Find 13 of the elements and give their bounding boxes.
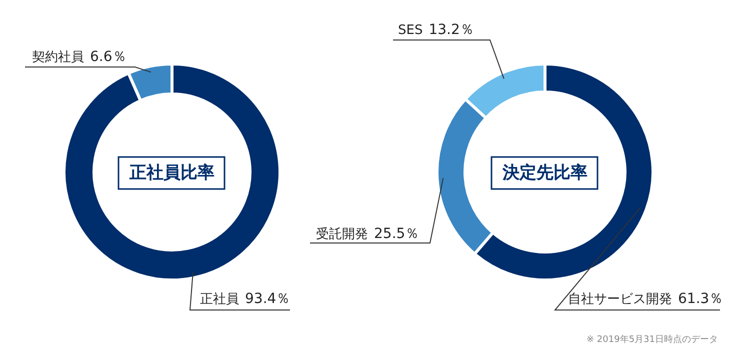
- data-label: 61.3％: [678, 291, 724, 307]
- data-label: 6.6％: [90, 49, 126, 65]
- text: ※ 2019年5月31日時点のデータ: [586, 334, 718, 345]
- data-label: 93.4％: [245, 291, 290, 307]
- data-label: 13.2％: [428, 22, 474, 38]
- text: 正社員比率: [128, 163, 214, 183]
- text: 決定先比率: [502, 163, 588, 183]
- slice-label: SES: [398, 23, 423, 38]
- slice-label: 正社員: [200, 292, 239, 307]
- slice-label: 自社サービス開発: [568, 292, 672, 307]
- slice-label: 受託開発: [316, 227, 368, 242]
- data-label: 25.5％: [374, 226, 420, 242]
- slice-label: 契約社員: [32, 50, 84, 65]
